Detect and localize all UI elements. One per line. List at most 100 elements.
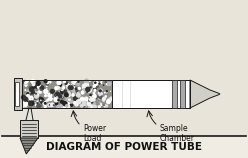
Bar <box>0 0 248 136</box>
Circle shape <box>98 93 101 96</box>
Circle shape <box>44 94 47 97</box>
Circle shape <box>40 88 42 91</box>
Polygon shape <box>20 138 38 154</box>
Circle shape <box>105 81 107 84</box>
Circle shape <box>103 104 107 107</box>
Circle shape <box>77 92 80 94</box>
Circle shape <box>57 85 62 90</box>
Circle shape <box>78 101 80 103</box>
Circle shape <box>31 82 35 86</box>
Circle shape <box>23 97 28 102</box>
Circle shape <box>87 90 90 93</box>
Circle shape <box>73 89 75 91</box>
Circle shape <box>36 91 38 92</box>
Circle shape <box>38 90 41 93</box>
Circle shape <box>102 99 104 101</box>
Circle shape <box>98 105 101 109</box>
Circle shape <box>60 103 64 107</box>
Circle shape <box>24 81 27 84</box>
Circle shape <box>58 83 62 87</box>
Circle shape <box>70 87 75 92</box>
Circle shape <box>52 89 56 93</box>
Circle shape <box>62 82 66 86</box>
Circle shape <box>66 104 70 109</box>
Circle shape <box>76 81 80 86</box>
Circle shape <box>88 97 92 101</box>
Text: Power
Load: Power Load <box>83 124 106 143</box>
Circle shape <box>87 100 92 105</box>
Circle shape <box>100 103 102 105</box>
Circle shape <box>24 101 26 103</box>
Circle shape <box>93 88 96 92</box>
Circle shape <box>93 93 96 96</box>
Circle shape <box>21 95 26 100</box>
Circle shape <box>36 102 39 105</box>
Circle shape <box>86 91 88 93</box>
Circle shape <box>94 85 97 87</box>
Circle shape <box>89 80 91 82</box>
Circle shape <box>52 98 54 100</box>
Circle shape <box>31 81 35 86</box>
Circle shape <box>46 88 47 90</box>
Circle shape <box>93 80 99 86</box>
Bar <box>180 80 185 108</box>
Circle shape <box>89 94 92 96</box>
Circle shape <box>24 96 28 101</box>
Circle shape <box>106 99 111 104</box>
Circle shape <box>34 101 36 104</box>
Circle shape <box>92 94 98 100</box>
Circle shape <box>23 80 28 84</box>
Circle shape <box>93 102 96 105</box>
Circle shape <box>63 100 68 104</box>
Circle shape <box>30 79 36 84</box>
Circle shape <box>103 104 105 106</box>
Circle shape <box>88 86 93 91</box>
Circle shape <box>88 105 91 108</box>
Circle shape <box>29 91 32 94</box>
Circle shape <box>105 104 108 108</box>
Circle shape <box>71 86 72 88</box>
Circle shape <box>102 97 106 101</box>
Circle shape <box>63 105 66 108</box>
Circle shape <box>29 100 34 106</box>
Circle shape <box>99 95 103 99</box>
Circle shape <box>62 101 67 106</box>
Circle shape <box>107 82 112 86</box>
Circle shape <box>42 100 44 102</box>
Circle shape <box>91 101 95 106</box>
Circle shape <box>55 93 58 95</box>
Circle shape <box>66 85 71 90</box>
Circle shape <box>72 85 75 87</box>
Circle shape <box>75 104 77 106</box>
Circle shape <box>94 85 97 88</box>
Circle shape <box>56 98 58 99</box>
Circle shape <box>92 97 96 102</box>
Circle shape <box>66 83 70 87</box>
Circle shape <box>78 87 81 90</box>
Circle shape <box>89 104 92 107</box>
Circle shape <box>22 104 25 108</box>
Bar <box>0 136 248 158</box>
Circle shape <box>70 84 73 88</box>
Circle shape <box>26 97 28 99</box>
Circle shape <box>68 85 73 90</box>
Circle shape <box>59 94 63 98</box>
Circle shape <box>98 91 103 96</box>
Circle shape <box>76 95 79 98</box>
Circle shape <box>83 83 88 88</box>
Circle shape <box>93 89 97 92</box>
Circle shape <box>91 96 96 101</box>
Circle shape <box>44 93 47 96</box>
Circle shape <box>102 99 105 102</box>
Circle shape <box>37 85 41 89</box>
Circle shape <box>93 84 96 88</box>
Circle shape <box>40 105 42 107</box>
Circle shape <box>55 101 59 106</box>
Circle shape <box>45 81 48 84</box>
Circle shape <box>46 85 48 87</box>
Circle shape <box>40 99 42 101</box>
Circle shape <box>89 96 91 99</box>
Circle shape <box>64 101 68 105</box>
Circle shape <box>25 105 27 108</box>
Circle shape <box>100 80 103 82</box>
